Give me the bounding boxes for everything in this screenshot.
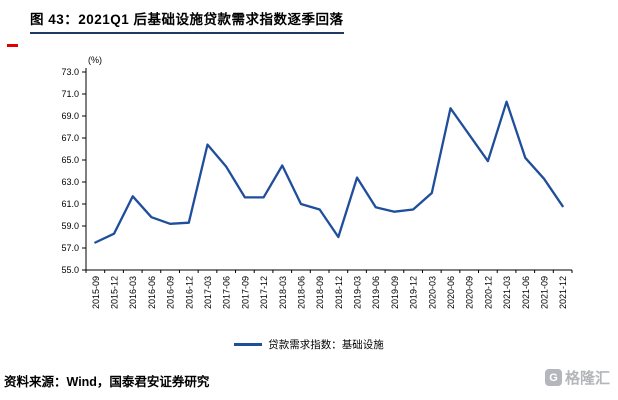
svg-text:69.0: 69.0 (61, 111, 79, 121)
svg-text:2020-09: 2020-09 (465, 276, 475, 309)
svg-text:2016-06: 2016-06 (147, 276, 157, 309)
line-chart: 55.0 57.0 59.0 61.0 63.0 65.0 67.0 69.0 71.0 73.0… (36, 55, 588, 336)
svg-text:2020-03: 2020-03 (427, 276, 437, 309)
svg-text:2018-09: 2018-09 (315, 276, 325, 309)
svg-text:61.0: 61.0 (61, 199, 79, 209)
svg-text:2016-09: 2016-09 (166, 276, 176, 309)
svg-text:2021-12: 2021-12 (558, 276, 568, 309)
chart-legend: 贷款需求指数：基础设施 (0, 337, 618, 352)
svg-text:2020-06: 2020-06 (446, 276, 456, 309)
svg-text:2017-12: 2017-12 (259, 276, 269, 309)
gelonghui-logo-icon: G (544, 369, 562, 386)
svg-text:2018-06: 2018-06 (296, 276, 306, 309)
figure-title: 图 43：2021Q1 后基础设施贷款需求指数逐季回落 (30, 8, 344, 34)
gelonghui-watermark: G 格隆汇 (544, 367, 610, 388)
svg-text:2019-12: 2019-12 (409, 276, 419, 309)
svg-text:2021-03: 2021-03 (502, 276, 512, 309)
legend-label: 贷款需求指数：基础设施 (268, 339, 384, 351)
svg-text:2016-03: 2016-03 (128, 276, 138, 309)
svg-text:55.0: 55.0 (61, 265, 79, 275)
svg-text:59.0: 59.0 (61, 221, 79, 231)
svg-text:2017-03: 2017-03 (203, 276, 213, 309)
svg-text:2015-09: 2015-09 (91, 276, 101, 309)
svg-text:2019-03: 2019-03 (353, 276, 363, 309)
svg-text:2016-12: 2016-12 (184, 276, 194, 309)
red-dash-mark (7, 44, 18, 47)
svg-text:2021-09: 2021-09 (539, 276, 549, 309)
svg-text:63.0: 63.0 (61, 177, 79, 187)
gelonghui-logo-text: 格隆汇 (564, 370, 610, 387)
svg-text:2015-12: 2015-12 (110, 276, 120, 309)
legend-color-line (234, 343, 263, 346)
chart-canvas: 55.0 57.0 59.0 61.0 63.0 65.0 67.0 69.0 71.0 73.0… (61, 55, 573, 309)
svg-text:65.0: 65.0 (61, 155, 79, 165)
svg-text:2017-09: 2017-09 (240, 276, 250, 309)
svg-text:71.0: 71.0 (61, 89, 79, 99)
svg-text:2019-06: 2019-06 (371, 276, 381, 309)
svg-text:2021-06: 2021-06 (521, 276, 531, 309)
svg-text:2019-09: 2019-09 (390, 276, 400, 309)
svg-text:67.0: 67.0 (61, 133, 79, 143)
svg-text:2018-12: 2018-12 (334, 276, 344, 309)
svg-text:2018-03: 2018-03 (278, 276, 288, 309)
svg-text:2020-12: 2020-12 (483, 276, 493, 309)
svg-text:(%): (%) (88, 56, 102, 65)
svg-text:2017-06: 2017-06 (222, 276, 232, 309)
source-note: 资料来源：Wind，国泰君安证券研究 (4, 375, 210, 389)
svg-text:73.0: 73.0 (61, 67, 79, 77)
svg-text:57.0: 57.0 (61, 243, 79, 253)
